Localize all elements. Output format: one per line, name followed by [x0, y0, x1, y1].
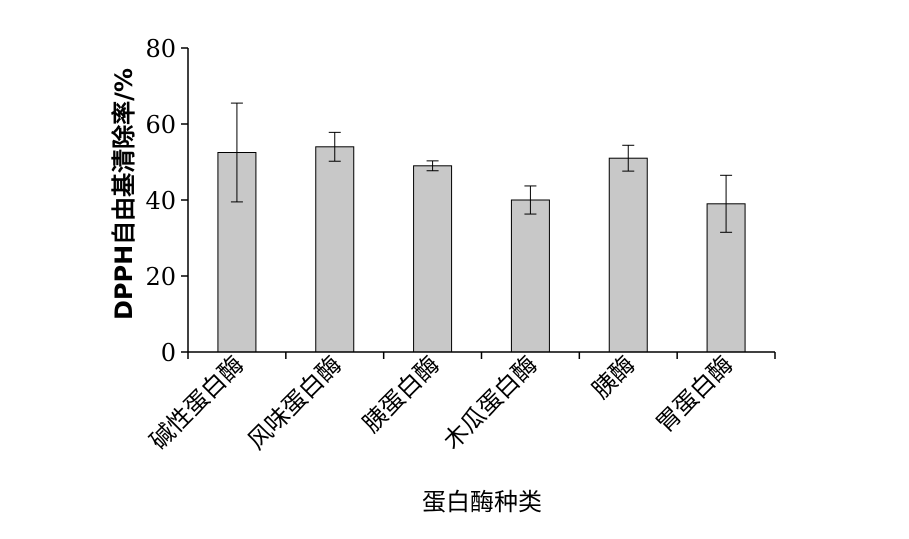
- y-tick-label-0: 0: [161, 339, 176, 367]
- x-axis-title: 蛋白酶种类: [422, 488, 542, 516]
- y-tick-label-20: 20: [145, 263, 176, 291]
- y-tick-label-40: 40: [145, 187, 176, 215]
- bar-2: [315, 146, 355, 353]
- y-tick-label-60: 60: [145, 111, 176, 139]
- x-category-label-3: 胰蛋白酶: [357, 350, 445, 438]
- x-category-label-6: 胃蛋白酶: [651, 350, 739, 438]
- bar-5: [608, 157, 648, 353]
- x-category-label-4: 木瓜蛋白酶: [438, 350, 543, 455]
- y-axis-title: DPPH自由基清除率/%: [110, 68, 138, 320]
- bar-4: [510, 199, 550, 353]
- bar-3: [413, 165, 453, 353]
- x-category-label-5: 胰酶: [587, 350, 641, 404]
- bars-layer: [217, 102, 746, 353]
- axes-layer: [181, 47, 776, 359]
- y-tick-label-80: 80: [145, 35, 176, 63]
- x-category-label-2: 风味蛋白酶: [242, 350, 347, 455]
